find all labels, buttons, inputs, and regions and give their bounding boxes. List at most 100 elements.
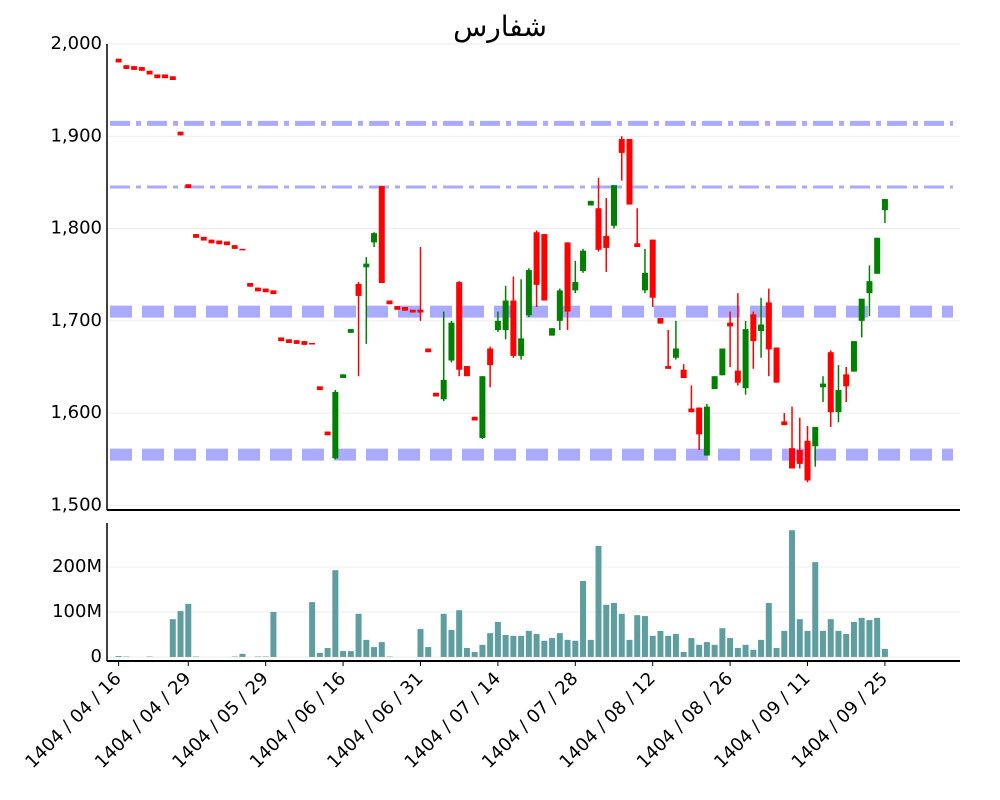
candle-body [463, 366, 470, 377]
volume-bar [734, 647, 741, 657]
volume-bar [587, 639, 594, 657]
volume-bar [874, 617, 881, 657]
candle-body [309, 342, 316, 345]
candle-body [386, 300, 393, 305]
volume-bar [711, 644, 718, 657]
volume-bar [819, 630, 826, 657]
chart-title: شفارس [453, 10, 547, 43]
candle-body [641, 272, 648, 291]
volume-bar [270, 612, 277, 657]
candle-body [162, 74, 169, 79]
candle-body [254, 287, 261, 292]
volume-bar [719, 628, 726, 657]
volume-tick-label: 0 [91, 646, 102, 667]
candle-body [874, 237, 881, 274]
volume-bar [556, 633, 563, 657]
candle-body [858, 298, 865, 321]
candle-body [332, 391, 339, 459]
candle-body [293, 340, 300, 344]
candle-body [432, 392, 439, 397]
volume-bar [115, 656, 122, 657]
volume-bar [641, 616, 648, 657]
candle-body [804, 440, 811, 481]
candle-body [177, 131, 184, 136]
volume-bar [347, 651, 354, 657]
volume-bar [603, 604, 610, 657]
volume-bar [634, 615, 641, 657]
candle-body [827, 352, 834, 413]
candle-body [680, 369, 687, 379]
candle-body [796, 450, 803, 464]
volume-bar [703, 642, 710, 657]
candle-body [440, 379, 447, 400]
volume-bar [425, 647, 432, 657]
candle-body [262, 288, 269, 293]
candle-body [665, 366, 672, 369]
volume-bar [572, 640, 579, 657]
candle-body [494, 320, 501, 331]
candle-body [417, 309, 424, 313]
candle-body [843, 374, 850, 387]
candle-body [758, 324, 765, 331]
candle-body [618, 139, 625, 153]
volume-bar [316, 652, 323, 657]
volume-bar [525, 630, 532, 657]
candle-body [866, 281, 873, 294]
candle-body [626, 139, 633, 205]
candle-body [850, 341, 857, 372]
candle-body [316, 386, 323, 391]
candle-body [324, 431, 331, 436]
candle-body [773, 347, 780, 383]
candle-body [425, 348, 432, 353]
volume-bar [340, 651, 347, 657]
volume-bar [580, 580, 587, 657]
volume-bar [324, 647, 331, 657]
volume-bar [487, 633, 494, 657]
volume-bar [665, 635, 672, 657]
volume-bar [858, 617, 865, 657]
candle-body [115, 58, 122, 63]
volume-bar [750, 649, 757, 657]
candle-body [835, 390, 842, 413]
volume-bar [239, 653, 246, 657]
volume-bar [463, 647, 470, 657]
candle-body [394, 306, 401, 310]
volume-bar [363, 639, 370, 657]
candle-body [649, 239, 656, 298]
candle-body [487, 348, 494, 366]
candle-body [634, 243, 641, 248]
volume-bar [758, 639, 765, 657]
candle-body [812, 426, 819, 447]
volume-bar [533, 634, 540, 657]
candle-body [510, 300, 517, 356]
y-tick-label: 1,600 [50, 402, 102, 423]
candle-body [448, 322, 455, 361]
candle-body [556, 290, 563, 321]
candle-body [223, 241, 230, 246]
candle-body [719, 348, 726, 376]
candle-body [657, 318, 664, 324]
volume-bar [471, 652, 478, 657]
candle-body [595, 208, 602, 250]
volume-bar [185, 603, 192, 657]
candle-body [672, 348, 679, 358]
volume-bar [371, 647, 378, 657]
volume-bar [696, 644, 703, 657]
volume-bar [332, 570, 339, 657]
candle-body [711, 376, 718, 390]
candle-body [200, 236, 207, 241]
volume-bar [727, 638, 734, 657]
candle-body [378, 186, 385, 283]
volume-bar [177, 611, 184, 657]
volume-bar [680, 652, 687, 657]
candle-body [688, 408, 695, 413]
volume-bar [812, 562, 819, 657]
candle-body [347, 329, 354, 333]
candle-body [456, 282, 463, 370]
candle-body [564, 242, 571, 312]
candle-body [169, 76, 176, 80]
volume-bar [672, 634, 679, 657]
volume-bar [502, 634, 509, 657]
candle-body [580, 250, 587, 272]
y-tick-label: 1,800 [50, 218, 102, 239]
